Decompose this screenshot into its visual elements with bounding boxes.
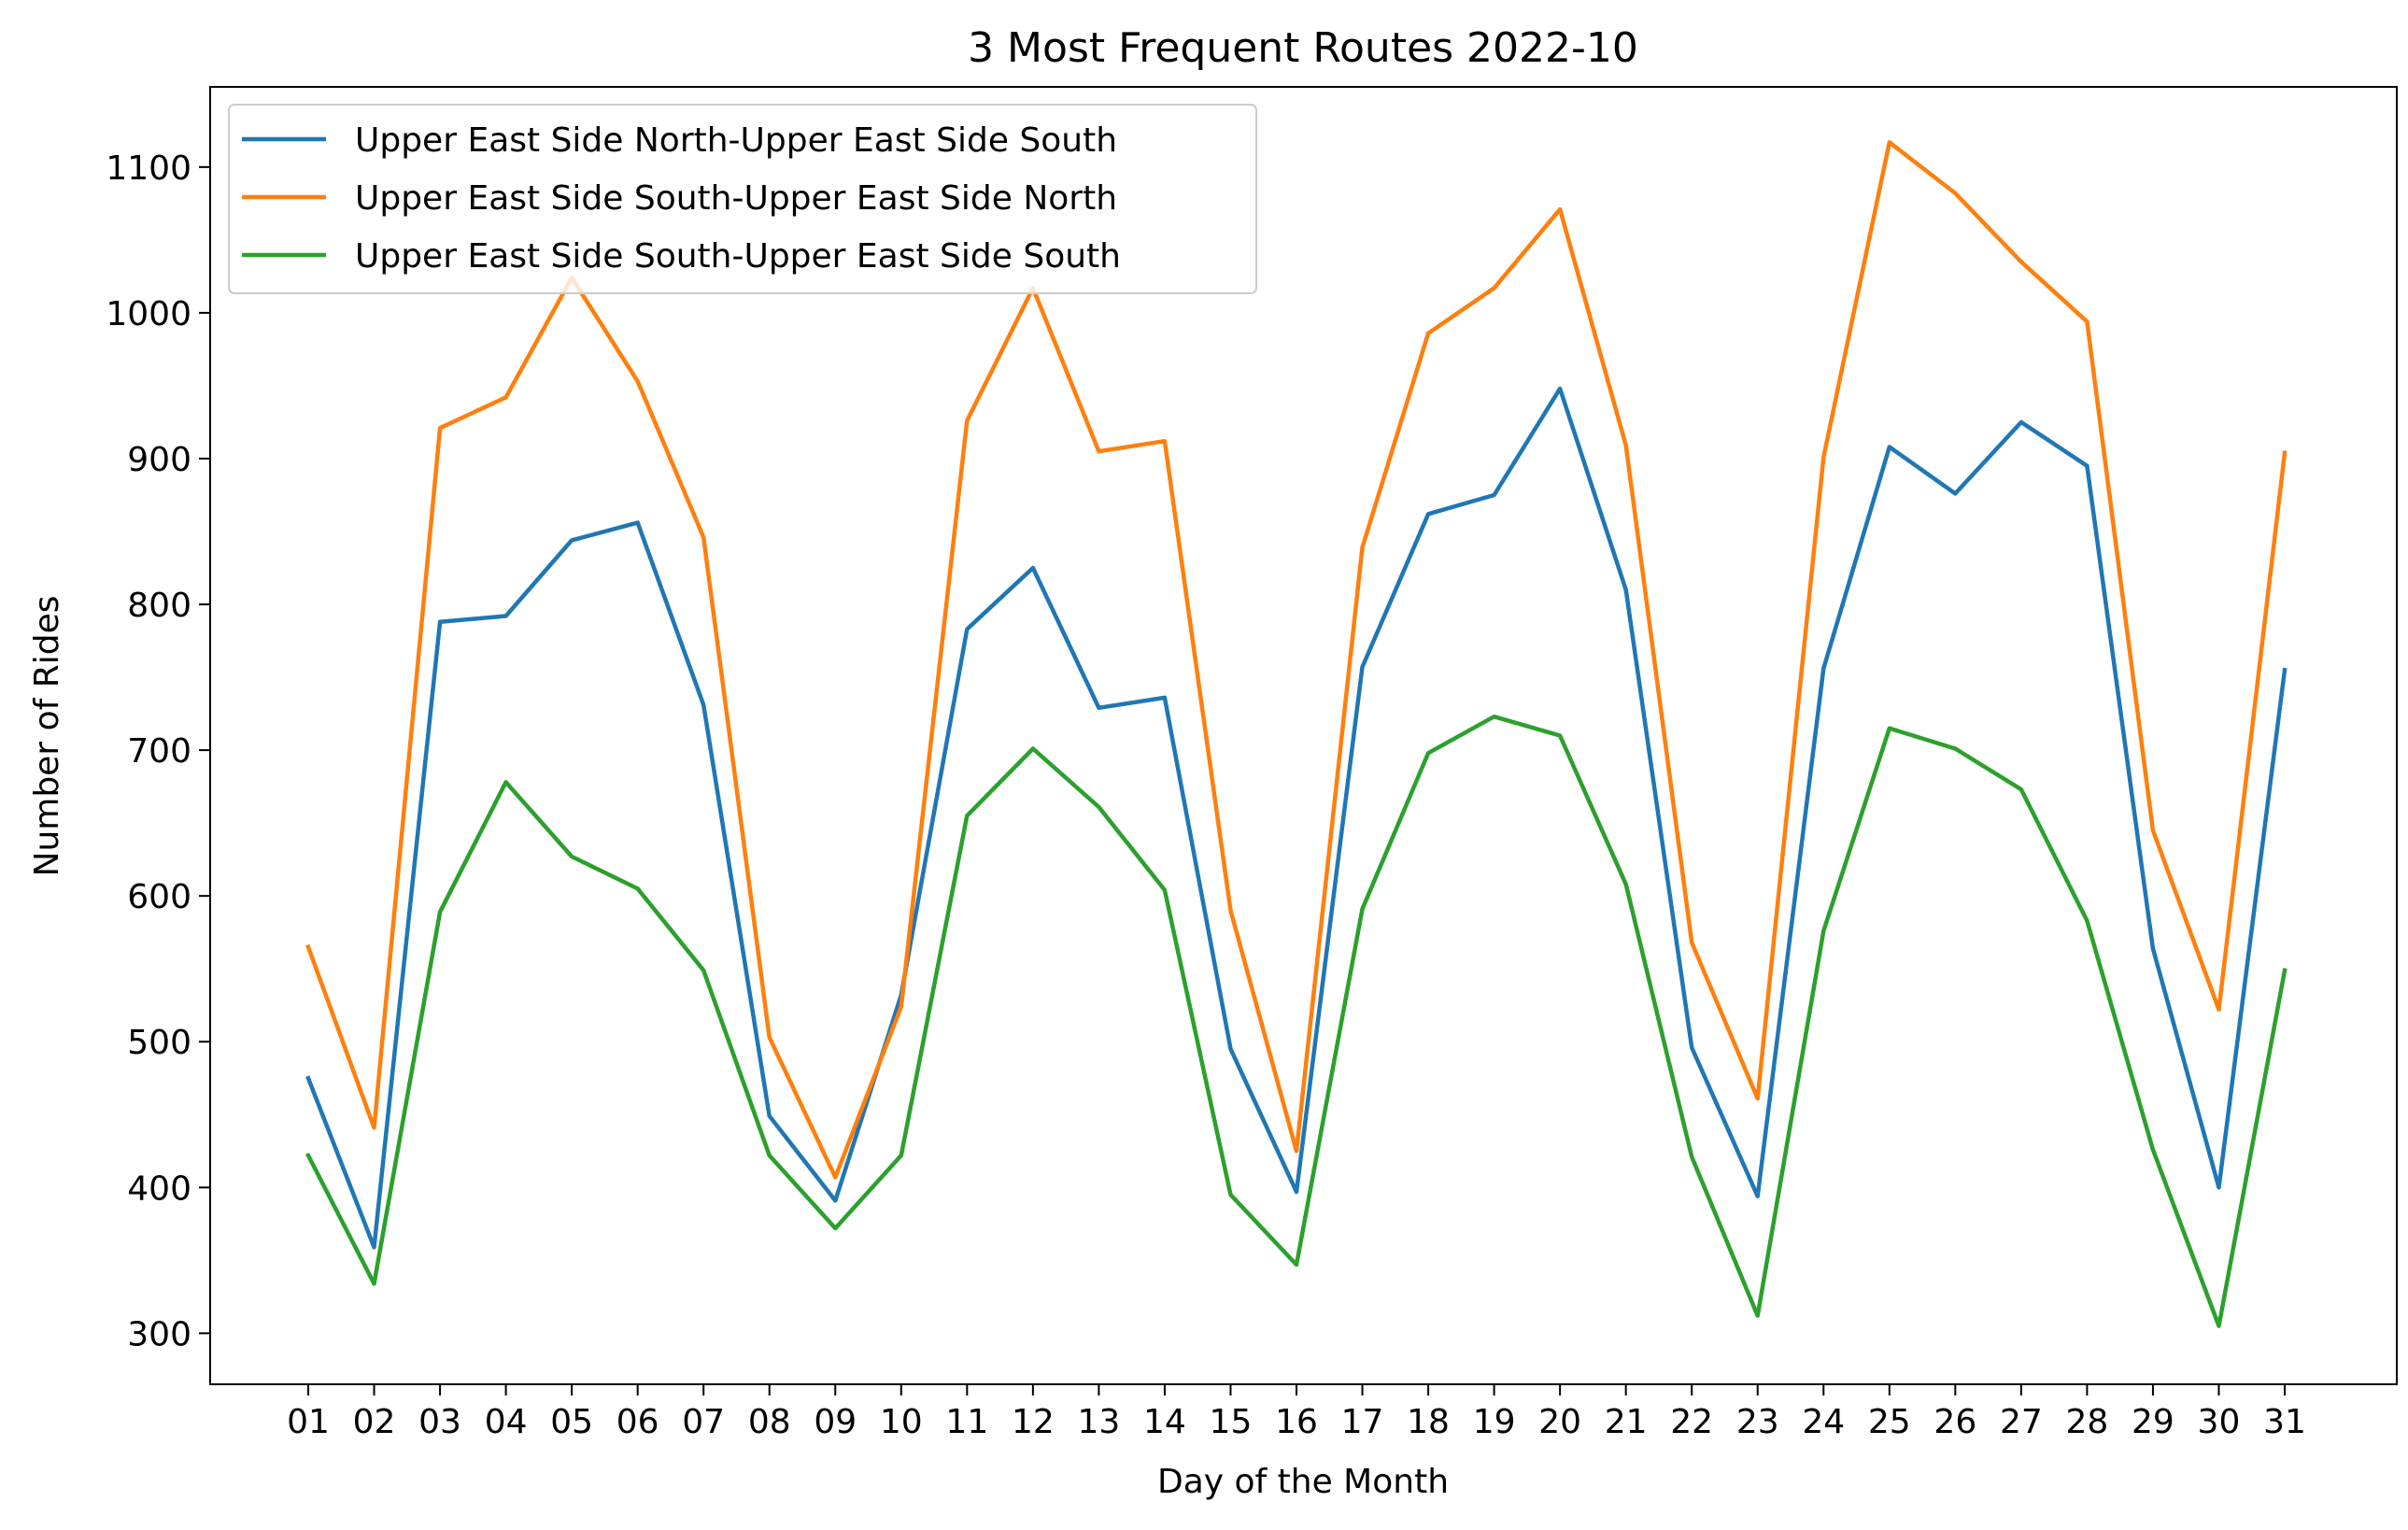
x-tick-label: 15 [1210,1403,1253,1441]
x-tick-label: 11 [945,1403,988,1441]
x-tick-label: 12 [1012,1403,1055,1441]
x-tick-label: 21 [1605,1403,1648,1441]
legend-label: Upper East Side South-Upper East Side So… [355,237,1121,276]
y-tick-label: 900 [127,441,191,479]
series-line-2 [305,140,2288,1180]
x-tick-label: 23 [1736,1403,1779,1441]
x-tick-label: 01 [287,1403,330,1441]
plot-frame [209,86,2398,1385]
y-tick-label: 800 [127,587,191,625]
x-tick-label: 10 [880,1403,923,1441]
x-tick-label: 09 [814,1403,857,1441]
x-tick-label: 27 [2000,1403,2043,1441]
x-tick-label: 30 [2198,1403,2241,1441]
legend-label: Upper East Side South-Upper East Side No… [355,179,1117,218]
x-tick-label: 04 [485,1403,528,1441]
y-tick-label: 300 [127,1315,191,1353]
series-line-1 [305,386,2288,1250]
x-tick-label: 24 [1802,1403,1845,1441]
y-tick-label: 1000 [106,295,191,333]
x-tick-label: 20 [1538,1403,1581,1441]
x-tick-label: 02 [353,1403,396,1441]
x-tick-label: 19 [1473,1403,1516,1441]
y-tick-label: 1100 [106,149,191,188]
x-tick-label: 14 [1143,1403,1186,1441]
y-axis-label: Number of Rides [28,596,66,877]
legend: Upper East Side North-Upper East Side So… [228,104,1257,294]
x-tick-label: 17 [1341,1403,1384,1441]
x-tick-label: 31 [2263,1403,2306,1441]
x-tick-label: 03 [418,1403,461,1441]
x-tick-label: 07 [682,1403,725,1441]
y-tick-label: 400 [127,1169,191,1208]
chart-title: 3 Most Frequent Routes 2022-10 [968,24,1638,72]
x-tick-label: 16 [1275,1403,1318,1441]
x-tick-label: 18 [1407,1403,1450,1441]
legend-box [228,104,1257,294]
x-tick-label: 05 [550,1403,593,1441]
y-tick-label: 700 [127,732,191,771]
y-tick-label: 600 [127,878,191,916]
x-tick-label: 06 [616,1403,659,1441]
x-tick-label: 25 [1868,1403,1911,1441]
series-line-3 [305,714,2288,1328]
y-tick-label: 500 [127,1024,191,1062]
x-tick-label: 22 [1670,1403,1713,1441]
x-tick-label: 13 [1077,1403,1120,1441]
x-tick-label: 26 [1933,1403,1976,1441]
series-layer [305,140,2288,1328]
x-tick-label: 08 [748,1403,791,1441]
x-tick-label: 29 [2132,1403,2174,1441]
legend-label: Upper East Side North-Upper East Side So… [355,121,1117,160]
x-tick-label: 28 [2065,1403,2108,1441]
x-axis-label: Day of the Month [1157,1463,1449,1501]
tick-layer: 01 02 03 04 05 06 07 08 09 10 11 12 13 14 15 16 17 18 19 20… [106,149,2306,1441]
